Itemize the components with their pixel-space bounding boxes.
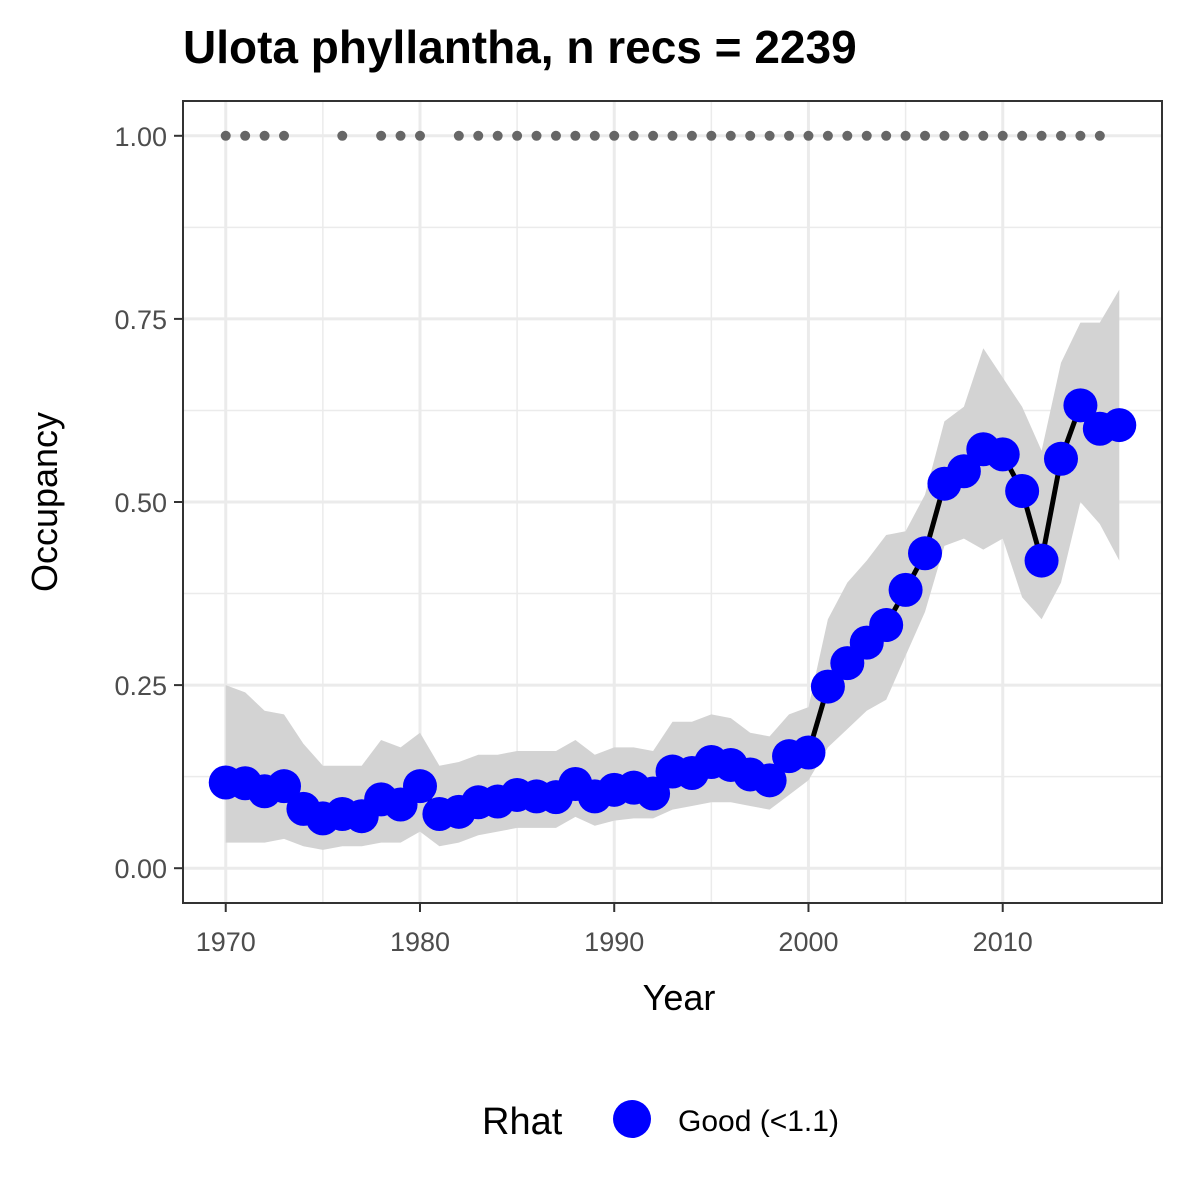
record-dot <box>997 130 1008 141</box>
record-dot <box>279 130 290 141</box>
x-tick-label: 1980 <box>390 927 450 957</box>
record-dot <box>240 130 251 141</box>
record-dot <box>589 130 600 141</box>
occupancy-point <box>402 769 437 804</box>
y-tick-label: 1.00 <box>114 122 167 152</box>
record-dot <box>667 130 678 141</box>
data-points-layer <box>208 388 1137 836</box>
record-dot <box>628 130 639 141</box>
occupancy-point <box>636 776 671 811</box>
occupancy-point <box>946 454 981 489</box>
record-dot <box>453 130 464 141</box>
record-dot <box>1094 130 1105 141</box>
record-dot <box>609 130 620 141</box>
y-axis-title: Occupancy <box>24 412 65 592</box>
record-dot <box>822 130 833 141</box>
record-dot <box>1017 130 1028 141</box>
occupancy-point <box>1063 388 1098 423</box>
occupancy-point <box>267 769 302 804</box>
record-dot <box>803 130 814 141</box>
record-dot <box>725 130 736 141</box>
y-tick-label: 0.75 <box>114 305 167 335</box>
occupancy-point <box>985 437 1020 472</box>
confidence-ribbon <box>225 289 1120 850</box>
record-dot <box>376 130 387 141</box>
record-dot <box>570 130 581 141</box>
confidence-ribbon-layer <box>225 289 1120 850</box>
x-tick-label: 2010 <box>973 927 1033 957</box>
record-dot <box>1036 130 1047 141</box>
occupancy-point <box>888 572 923 607</box>
record-dot <box>1055 130 1066 141</box>
record-dot <box>920 130 931 141</box>
x-tick-label: 1970 <box>196 927 256 957</box>
occupancy-point <box>1005 474 1040 509</box>
y-tick-label: 0.25 <box>114 671 167 701</box>
axes-layer: 0.00 0.25 0.50 0.75 1.00 1970 1980 1990 2000 2010 <box>114 122 1032 957</box>
y-tick-label: 0.50 <box>114 488 167 518</box>
record-dot <box>1075 130 1086 141</box>
record-dot <box>550 130 561 141</box>
x-axis-title: Year <box>643 977 716 1018</box>
record-dot <box>473 130 484 141</box>
record-dot <box>861 130 872 141</box>
record-dot <box>939 130 950 141</box>
record-dot <box>978 130 989 141</box>
occupancy-point <box>1024 543 1059 578</box>
record-dot <box>881 130 892 141</box>
legend: Rhat Good (<1.1) <box>482 1100 839 1143</box>
record-dots-layer <box>220 130 1105 141</box>
record-dot <box>259 130 270 141</box>
record-dot <box>492 130 503 141</box>
occupancy-point <box>810 669 845 704</box>
occupancy-point <box>908 536 943 571</box>
record-dot <box>784 130 795 141</box>
record-dot <box>414 130 425 141</box>
x-tick-label: 1990 <box>584 927 644 957</box>
record-dot <box>648 130 659 141</box>
y-tick-label: 0.00 <box>114 854 167 884</box>
legend-title: Rhat <box>482 1101 563 1143</box>
record-dot <box>686 130 697 141</box>
record-dot <box>745 130 756 141</box>
record-dot <box>842 130 853 141</box>
occupancy-point <box>1102 408 1137 443</box>
record-dot <box>512 130 523 141</box>
occupancy-point <box>791 735 826 770</box>
occupancy-point <box>869 608 904 643</box>
record-dot <box>395 130 406 141</box>
record-dot <box>958 130 969 141</box>
record-dot <box>337 130 348 141</box>
record-dot <box>220 130 231 141</box>
record-dot <box>764 130 775 141</box>
x-tick-label: 2000 <box>778 927 838 957</box>
occupancy-point <box>752 763 787 798</box>
record-dot <box>706 130 717 141</box>
occupancy-point <box>1043 441 1078 476</box>
record-dot <box>900 130 911 141</box>
chart-title: Ulota phyllantha, n recs = 2239 <box>183 21 857 73</box>
legend-label-good: Good (<1.1) <box>678 1105 839 1138</box>
legend-key-point <box>613 1100 651 1138</box>
record-dot <box>531 130 542 141</box>
